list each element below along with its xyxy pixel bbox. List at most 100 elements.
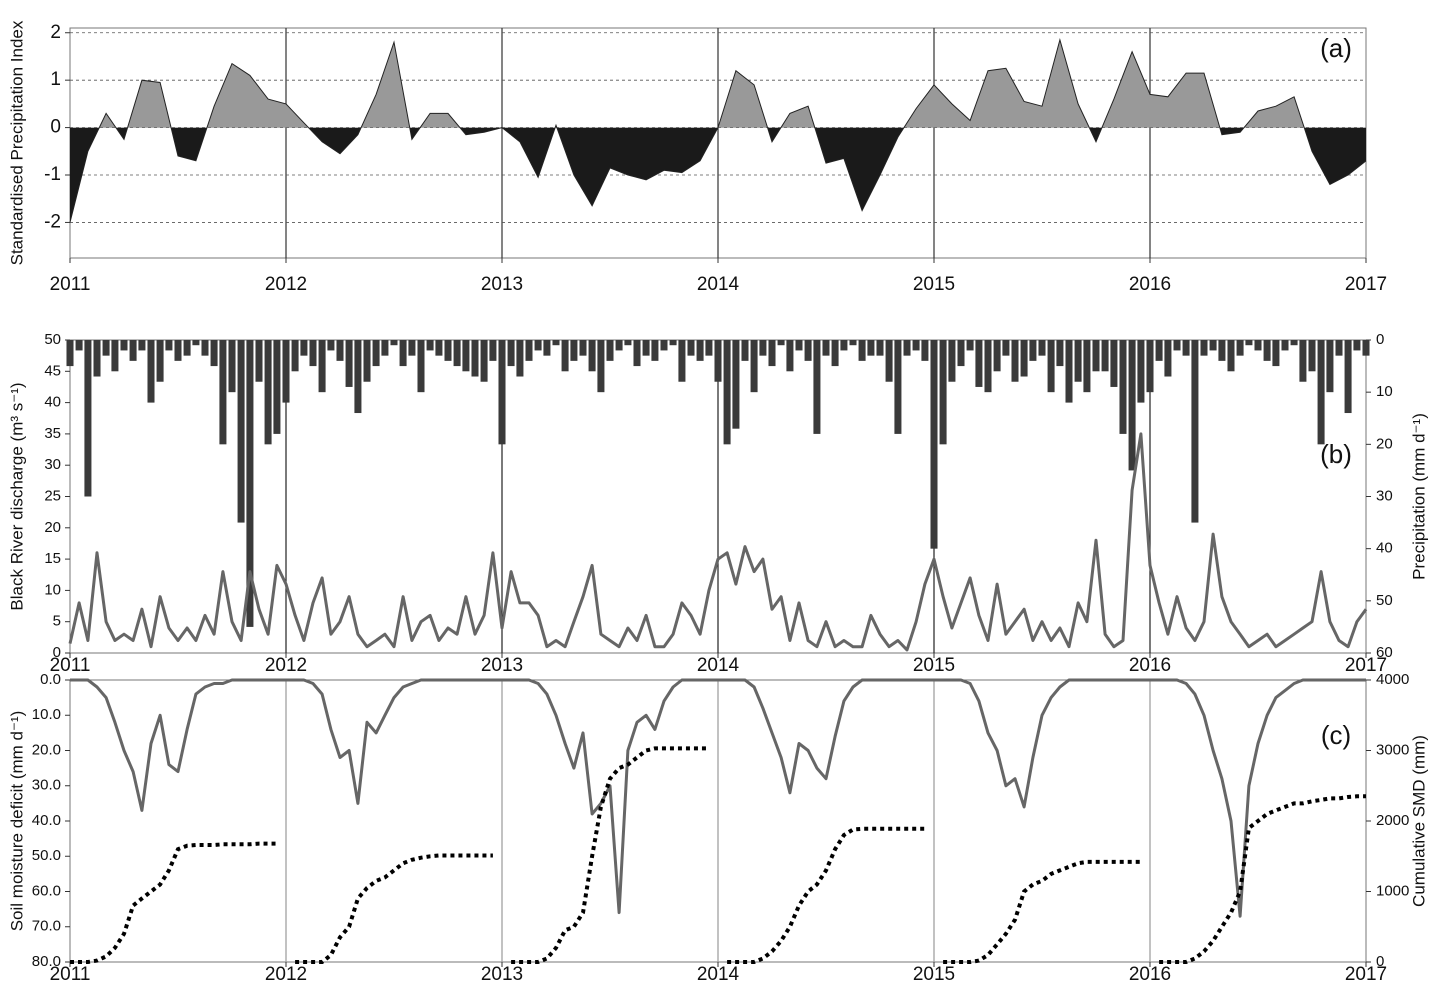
precip-bar	[453, 340, 461, 367]
x-tick-label: 2017	[1345, 274, 1387, 295]
precip-bar	[876, 340, 884, 356]
x-tick-label: 2014	[697, 274, 740, 295]
precip-bar	[930, 340, 938, 549]
x-tick-label: 2011	[50, 655, 91, 676]
y2-tick-label: 1000	[1376, 882, 1409, 899]
precip-bar	[291, 340, 299, 372]
precip-bar	[390, 340, 398, 346]
panel-label: (c)	[1321, 720, 1351, 750]
precip-bar	[192, 340, 200, 346]
precip-bar	[849, 340, 857, 346]
precip-bar	[84, 340, 92, 497]
precip-bar	[417, 340, 425, 393]
precip-bar	[1317, 340, 1325, 445]
precip-bar	[1056, 340, 1064, 367]
precip-bar	[1146, 340, 1154, 393]
precip-bar	[1326, 340, 1334, 393]
precip-bar	[498, 340, 506, 445]
precip-bar	[705, 340, 713, 356]
y-tick-label: 45	[44, 362, 61, 379]
precip-bar	[660, 340, 668, 351]
precip-bar	[165, 340, 173, 351]
precip-bar	[273, 340, 281, 434]
y-tick-label: 40	[44, 394, 61, 411]
precip-bar	[525, 340, 533, 361]
precip-bar	[804, 340, 812, 361]
precip-bar	[1290, 340, 1298, 346]
y-tick-label: 50	[44, 331, 61, 348]
precip-bar	[957, 340, 965, 367]
precip-bar	[1254, 340, 1262, 351]
precip-bar	[885, 340, 893, 382]
precip-bar	[1344, 340, 1352, 414]
precip-bar	[903, 340, 911, 356]
precip-bar	[462, 340, 470, 372]
y-tick-label: 40.0	[32, 812, 61, 829]
y2-axis-title: Precipitation (mm d⁻¹)	[1409, 413, 1428, 580]
precip-bar	[534, 340, 542, 351]
x-tick-label: 2013	[481, 274, 523, 295]
precip-bar	[840, 340, 848, 351]
precip-bar	[1200, 340, 1208, 356]
precip-bar	[633, 340, 641, 367]
precip-bar	[489, 340, 497, 361]
y-tick-label: 80.0	[32, 953, 61, 970]
precip-bar	[408, 340, 416, 356]
y2-tick-label: 20	[1376, 435, 1393, 452]
x-tick-label: 2015	[913, 655, 955, 676]
y-axis-title: Black River discharge (m³ s⁻¹)	[7, 382, 26, 610]
precip-bar	[669, 340, 677, 346]
precip-bar	[336, 340, 344, 361]
precip-bar	[1092, 340, 1100, 372]
precip-bar	[1110, 340, 1118, 387]
precip-bar	[300, 340, 308, 356]
precip-bar	[921, 340, 929, 361]
precip-bar	[741, 340, 749, 361]
y2-tick-label: 30	[1376, 487, 1393, 504]
y2-tick-label: 0	[1376, 331, 1384, 348]
precip-bar	[309, 340, 317, 367]
precip-bar	[948, 340, 956, 382]
precip-bar	[939, 340, 947, 445]
y-tick-label: -2	[44, 211, 61, 232]
y-tick-label: 30	[44, 456, 61, 473]
precip-bar	[471, 340, 479, 377]
y-tick-label: 5	[53, 613, 61, 630]
y-axis-title: Standardised Precipitation Index	[7, 20, 26, 265]
precip-bar	[795, 340, 803, 351]
x-tick-label: 2013	[481, 655, 523, 676]
precip-bar	[813, 340, 821, 434]
x-tick-label: 2012	[265, 655, 307, 676]
precip-bar	[966, 340, 974, 351]
y-tick-label: 20.0	[32, 741, 61, 758]
x-tick-label: 2017	[1345, 655, 1387, 676]
precip-bar	[507, 340, 515, 367]
precip-bar	[759, 340, 767, 356]
precip-bar	[1263, 340, 1271, 361]
precip-bar	[201, 340, 209, 356]
precip-bar	[66, 340, 74, 367]
y2-tick-label: 4000	[1376, 671, 1409, 688]
precip-bar	[1047, 340, 1055, 393]
precip-bar	[1038, 340, 1046, 356]
y-tick-label: 2	[50, 22, 61, 43]
precip-bar	[354, 340, 362, 414]
precip-bar	[1209, 340, 1217, 351]
y-tick-label: 35	[44, 425, 61, 442]
precip-bar	[480, 340, 488, 382]
x-tick-label: 2015	[913, 274, 955, 295]
precip-bar	[1272, 340, 1280, 367]
precip-bar	[75, 340, 83, 351]
precip-bar	[93, 340, 101, 377]
precip-bar	[516, 340, 524, 377]
precip-bar	[264, 340, 272, 445]
precip-bar	[1281, 340, 1289, 351]
series-line	[70, 678, 1366, 918]
precip-bar	[228, 340, 236, 393]
precip-bar	[1173, 340, 1181, 351]
series-line	[68, 432, 1368, 652]
y-tick-label: 30.0	[32, 777, 61, 794]
precip-bar	[1218, 340, 1226, 361]
positive-area	[99, 39, 1305, 128]
precip-bar	[912, 340, 920, 351]
